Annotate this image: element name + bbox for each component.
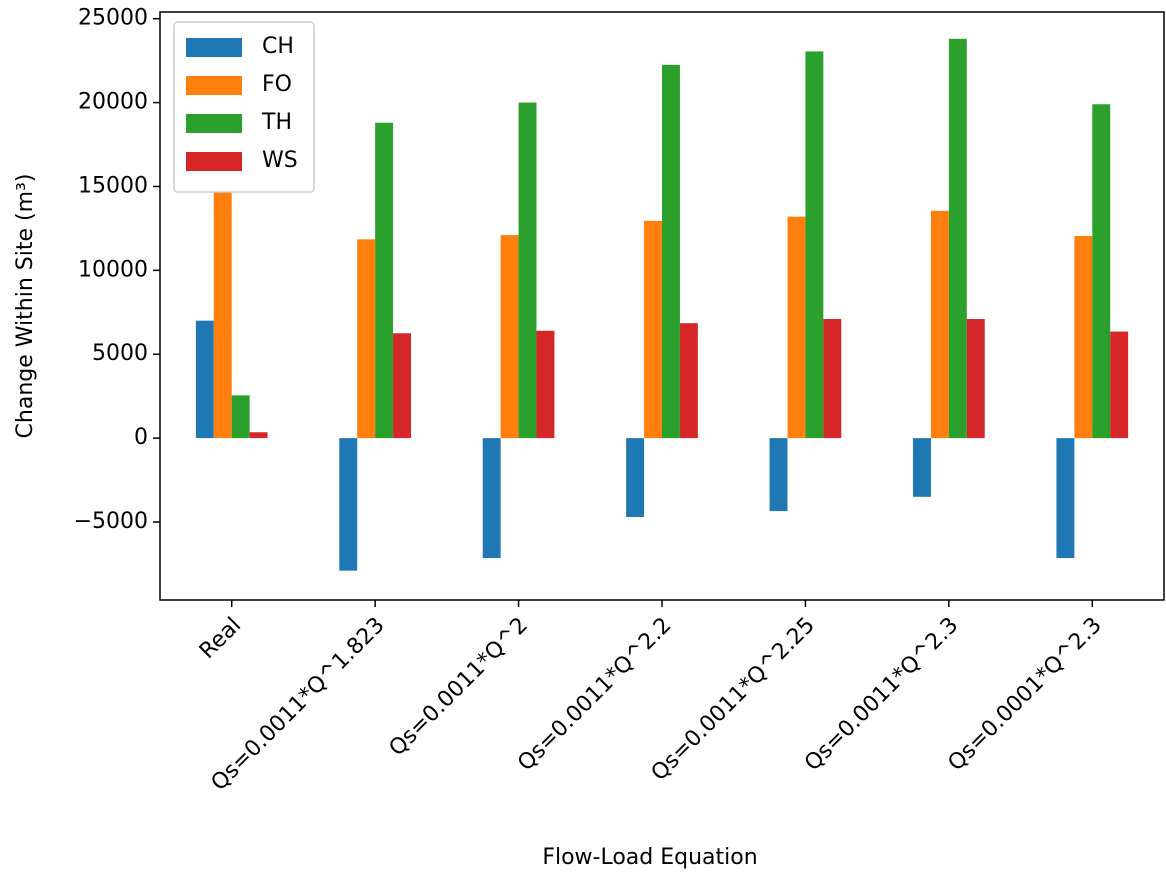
bar	[913, 438, 931, 497]
bar	[357, 239, 376, 439]
bar	[375, 122, 394, 439]
bar	[966, 319, 985, 439]
bar	[948, 38, 967, 439]
bar	[393, 333, 411, 439]
x-tick-label: Real	[195, 613, 246, 664]
bar	[662, 64, 680, 439]
legend-swatch	[186, 152, 242, 171]
bar	[787, 216, 806, 439]
bar	[805, 51, 824, 439]
x-tick-label: Qs=0.0011*Q^2	[385, 613, 533, 761]
bar	[1092, 104, 1111, 439]
bar	[213, 191, 232, 439]
legend-label: WS	[262, 148, 298, 173]
y-tick-label: 20000	[78, 90, 148, 115]
legend-label: TH	[261, 110, 292, 135]
bar	[1074, 235, 1093, 439]
bar	[195, 320, 214, 439]
y-tick-label: 25000	[78, 6, 148, 31]
bar	[500, 235, 519, 439]
x-tick-label: Qs=0.0011*Q^2.25	[647, 613, 820, 786]
y-axis-label: Change Within Site (m³)	[13, 174, 38, 439]
legend-label: FO	[262, 72, 292, 97]
bar	[536, 330, 555, 439]
bar	[518, 102, 537, 439]
y-tick-label: 5000	[92, 341, 148, 366]
bar	[626, 438, 645, 517]
bar	[231, 395, 250, 439]
bar	[1056, 438, 1075, 559]
bar	[482, 438, 501, 559]
bar	[339, 438, 358, 571]
x-tick-label: Qs=0.0011*Q^2.2	[513, 613, 676, 776]
x-tick-label: Qs=0.0001*Q^2.3	[943, 613, 1106, 776]
y-tick-label: 15000	[78, 173, 148, 198]
y-tick-label: 10000	[78, 257, 148, 282]
bar	[930, 210, 949, 439]
x-tick-label: Qs=0.0011*Q^2.3	[800, 613, 963, 776]
y-tick-label: −5000	[74, 509, 148, 534]
legend-swatch	[186, 38, 242, 57]
bar	[249, 432, 268, 439]
bar	[1110, 331, 1129, 439]
x-axis-label: Flow-Load Equation	[542, 845, 757, 870]
legend-label: CH	[262, 34, 294, 59]
legend-swatch	[186, 76, 242, 95]
bar	[679, 323, 698, 439]
y-tick-label: 0	[134, 425, 148, 450]
plot-frame	[159, 11, 1165, 601]
bar	[823, 319, 842, 439]
legend-swatch	[186, 114, 242, 133]
legend-box	[173, 21, 315, 193]
bar	[769, 438, 788, 512]
bar	[644, 220, 662, 439]
